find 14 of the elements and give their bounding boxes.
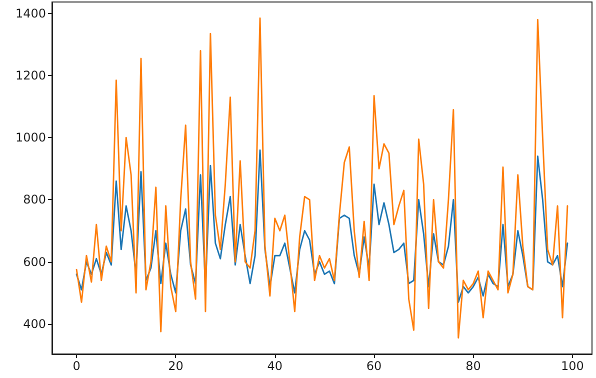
x-tick-label: 60	[366, 359, 382, 373]
x-tick-label: 0	[72, 359, 80, 373]
y-tick-label: 800	[23, 192, 46, 207]
line-series	[76, 17, 568, 339]
y-tick-label: 1400	[15, 6, 46, 20]
y-tick-label: 1000	[15, 130, 46, 145]
line-series	[76, 149, 568, 303]
x-tick-label: 40	[267, 359, 283, 373]
y-tick-label: 400	[23, 316, 46, 331]
y-tick-label: 1200	[15, 68, 46, 83]
x-tick-label: 100	[560, 359, 584, 373]
y-tick-label: 600	[23, 254, 46, 269]
x-tick-label: 80	[466, 359, 481, 373]
x-tick-label: 20	[168, 359, 184, 373]
